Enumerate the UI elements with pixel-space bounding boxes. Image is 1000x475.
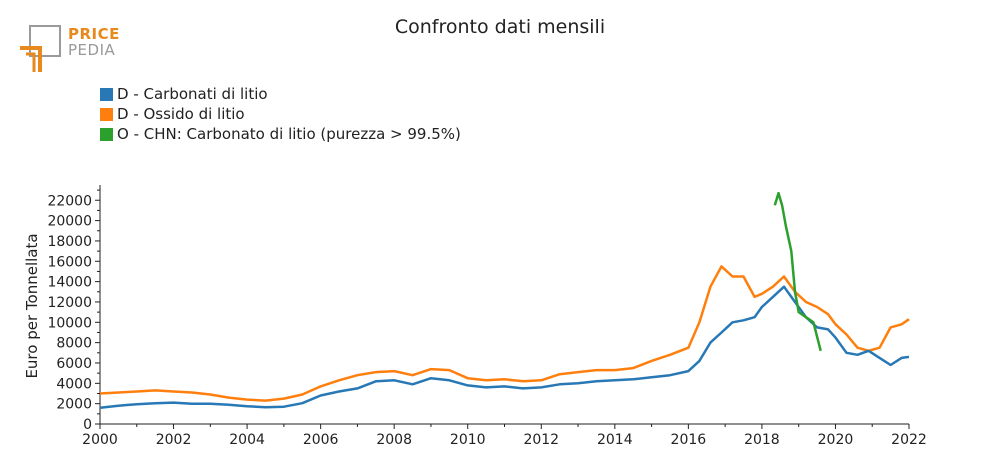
logo-bracket-orange [20, 46, 42, 72]
y-tick-label: 8000 [56, 336, 92, 352]
logo-square-gray [29, 25, 61, 57]
legend-label-ossido: D - Ossido di litio [117, 105, 245, 123]
legend-label-chn: O - CHN: Carbonato di litio (purezza > 9… [117, 125, 461, 143]
x-tick-label: 2022 [891, 432, 927, 448]
y-tick-label: 22000 [47, 193, 92, 209]
legend-item-chn[interactable]: O - CHN: Carbonato di litio (purezza > 9… [100, 124, 461, 144]
legend-item-ossido[interactable]: D - Ossido di litio [100, 104, 461, 124]
legend-item-carbonati[interactable]: D - Carbonati di litio [100, 84, 461, 104]
logo-text: PRICE PEDIA [68, 26, 120, 58]
x-tick-label: 2002 [156, 432, 192, 448]
y-tick-label: 18000 [47, 234, 92, 250]
series-line-ossido[interactable] [99, 265, 910, 402]
y-tick-label: 12000 [47, 295, 92, 311]
x-tick-label: 2004 [229, 432, 265, 448]
x-tick-label: 2018 [744, 432, 780, 448]
chart-legend: D - Carbonati di litio D - Ossido di lit… [100, 84, 461, 144]
x-tick-label: 2012 [523, 432, 559, 448]
y-axis-label: Euro per Tonnellata [23, 233, 41, 378]
y-tick-label: 10000 [47, 315, 92, 331]
x-tick-label: 2016 [671, 432, 707, 448]
legend-swatch-carbonati [100, 87, 113, 101]
y-tick-label: 20000 [47, 214, 92, 230]
pricepedia-logo [20, 25, 61, 72]
x-tick-label: 2020 [818, 432, 854, 448]
x-tick-label: 2006 [303, 432, 339, 448]
legend-label-carbonati: D - Carbonati di litio [117, 85, 268, 103]
y-tick-label: 16000 [47, 254, 92, 270]
logo-text-pedia: PEDIA [68, 41, 116, 59]
legend-swatch-chn [100, 127, 113, 141]
y-tick-label: 0 [83, 417, 92, 433]
legend-swatch-ossido [100, 107, 113, 121]
x-tick-label: 2000 [82, 432, 118, 448]
x-tick-label: 2014 [597, 432, 633, 448]
y-axis-label-group: Euro per Tonnellata [23, 233, 41, 378]
x-tick-label: 2008 [376, 432, 412, 448]
y-tick-label: 4000 [56, 376, 92, 392]
logo-text-price: PRICE [68, 25, 120, 43]
y-tick-label: 6000 [56, 356, 92, 372]
x-tick-label: 2010 [450, 432, 486, 448]
y-tick-label: 14000 [47, 275, 92, 291]
series-layer [99, 191, 910, 409]
logo-bracket-orange-inner [26, 52, 36, 72]
series-line-carbonati[interactable] [99, 285, 910, 409]
chart-title: Confronto dati mensili [394, 16, 606, 38]
series-line-chn[interactable] [773, 191, 822, 352]
y-tick-label: 2000 [56, 397, 92, 413]
axes: 0200040006000800010000120001400016000180… [47, 185, 927, 448]
